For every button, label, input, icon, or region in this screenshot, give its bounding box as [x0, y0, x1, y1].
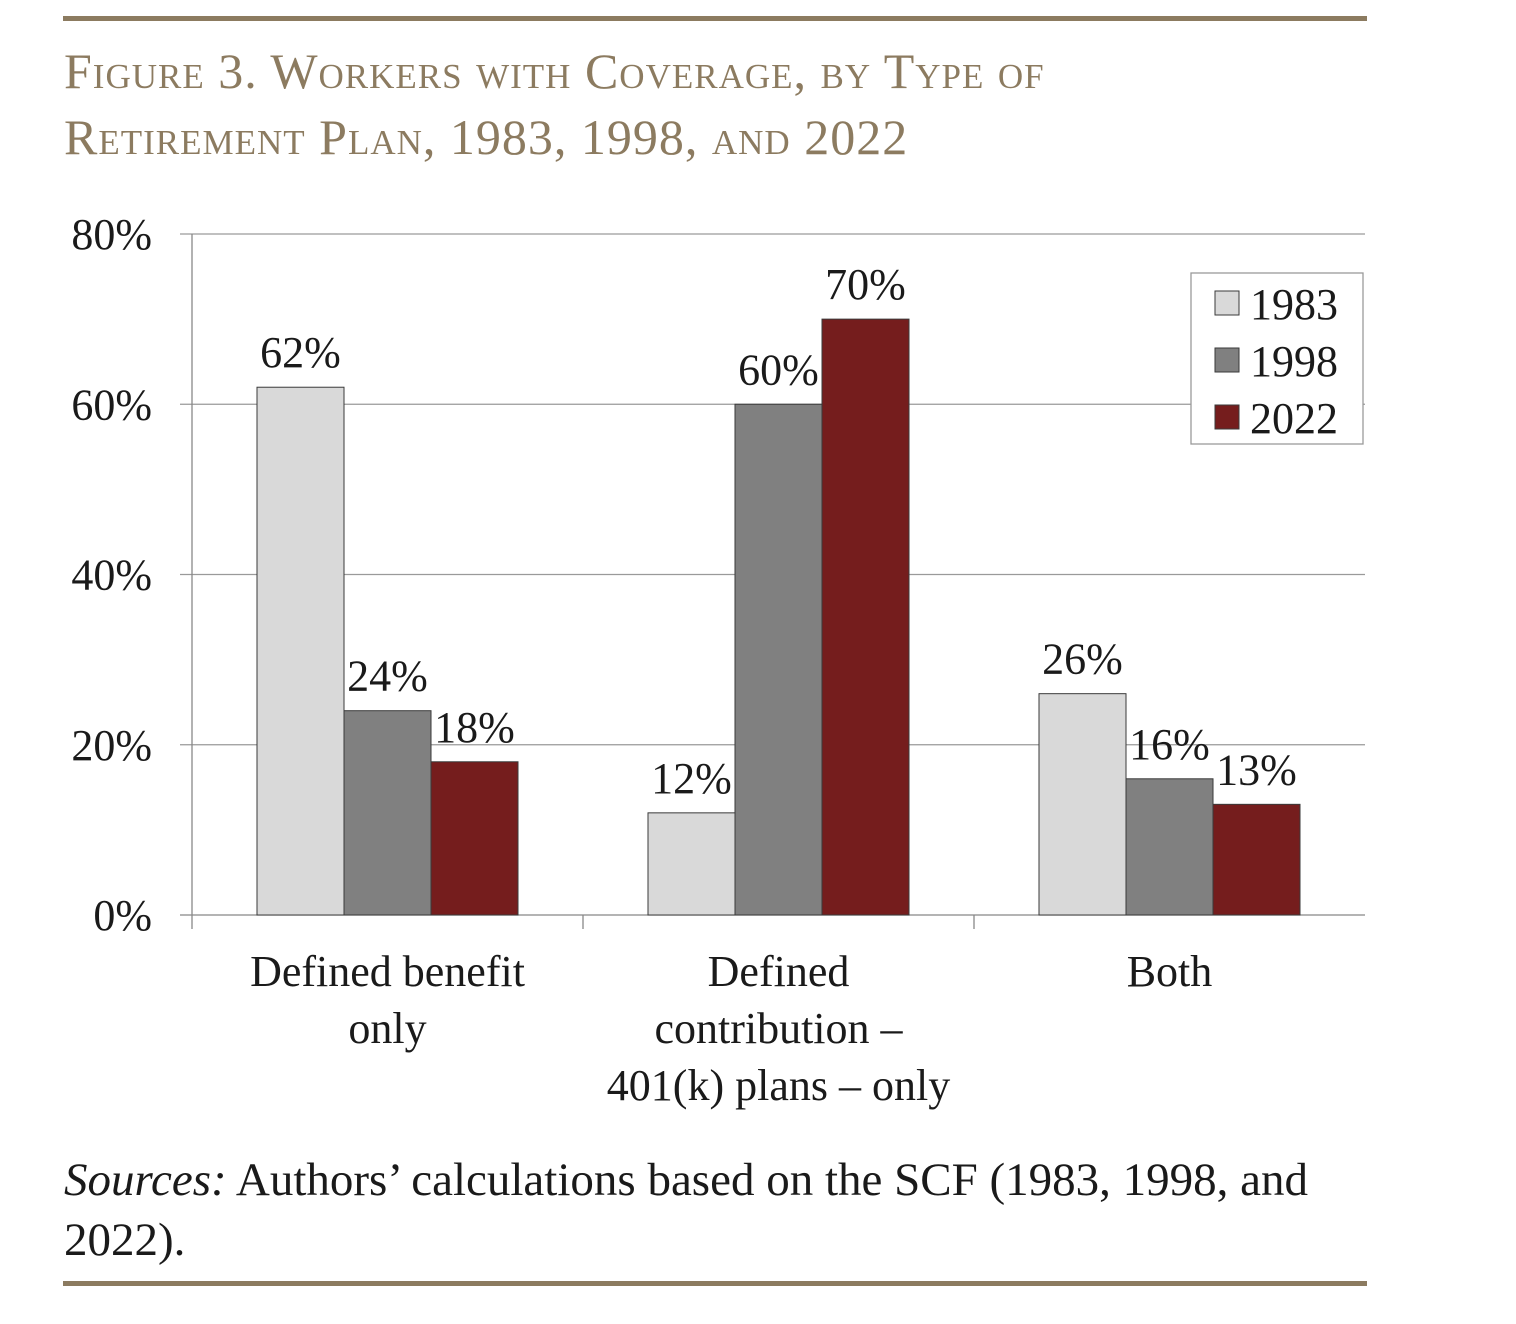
y-tick-label: 80% — [71, 210, 152, 259]
x-category-label: only — [348, 1004, 426, 1053]
legend-label: 1998 — [1250, 337, 1338, 386]
bar-1998 — [734, 403, 823, 916]
data-label: 18% — [434, 703, 515, 752]
bar-1983 — [256, 386, 345, 916]
figure-title-line2: Retirement Plan, 1983, 1998, and 2022 — [64, 109, 909, 165]
top-rule — [63, 16, 1367, 21]
x-category-label: Both — [1127, 947, 1213, 996]
data-label: 12% — [651, 754, 732, 803]
x-category-label: 401(k) plans – only — [607, 1061, 950, 1110]
sources-note: Sources: Authors’ calculations based on … — [64, 1150, 1384, 1270]
y-tick-label: 40% — [71, 551, 152, 600]
bar-1998 — [1125, 778, 1214, 916]
data-label: 60% — [738, 345, 819, 394]
bar-2022 — [821, 318, 910, 916]
data-label: 62% — [260, 328, 341, 377]
bar-2022 — [430, 761, 519, 916]
x-category-label: Defined — [708, 947, 850, 996]
bar-1998 — [343, 710, 432, 916]
legend-swatch — [1214, 404, 1240, 430]
y-tick-label: 0% — [93, 891, 152, 940]
data-label: 16% — [1129, 720, 1210, 769]
bottom-rule — [63, 1281, 1367, 1286]
bar-2022 — [1212, 803, 1301, 916]
legend-swatch — [1214, 290, 1240, 316]
legend-label: 2022 — [1250, 394, 1338, 443]
data-label: 24% — [347, 652, 428, 701]
bar-chart: 0% 20% 40% 60% 80% 62% 24%18% Defined benefit on… — [71, 210, 1365, 1110]
figure-title: Figure 3. Workers with Coverage, by Type… — [64, 38, 1364, 170]
bar-1983 — [1038, 693, 1127, 916]
data-label: 26% — [1042, 635, 1123, 684]
y-tick-label: 60% — [71, 380, 152, 429]
legend-swatch — [1214, 347, 1240, 373]
x-category-label: contribution – — [654, 1004, 903, 1053]
bar-1983 — [647, 812, 736, 916]
y-tick-label: 20% — [71, 721, 152, 770]
data-label: 13% — [1216, 745, 1297, 794]
figure-title-line1: Figure 3. Workers with Coverage, by Type… — [64, 43, 1045, 99]
sources-label: Sources: — [64, 1154, 227, 1206]
legend-label: 1983 — [1250, 280, 1338, 329]
data-label: 70% — [825, 260, 906, 309]
sources-text: Authors’ calculations based on the SCF (… — [64, 1154, 1309, 1266]
x-category-label: Defined benefit — [250, 947, 525, 996]
